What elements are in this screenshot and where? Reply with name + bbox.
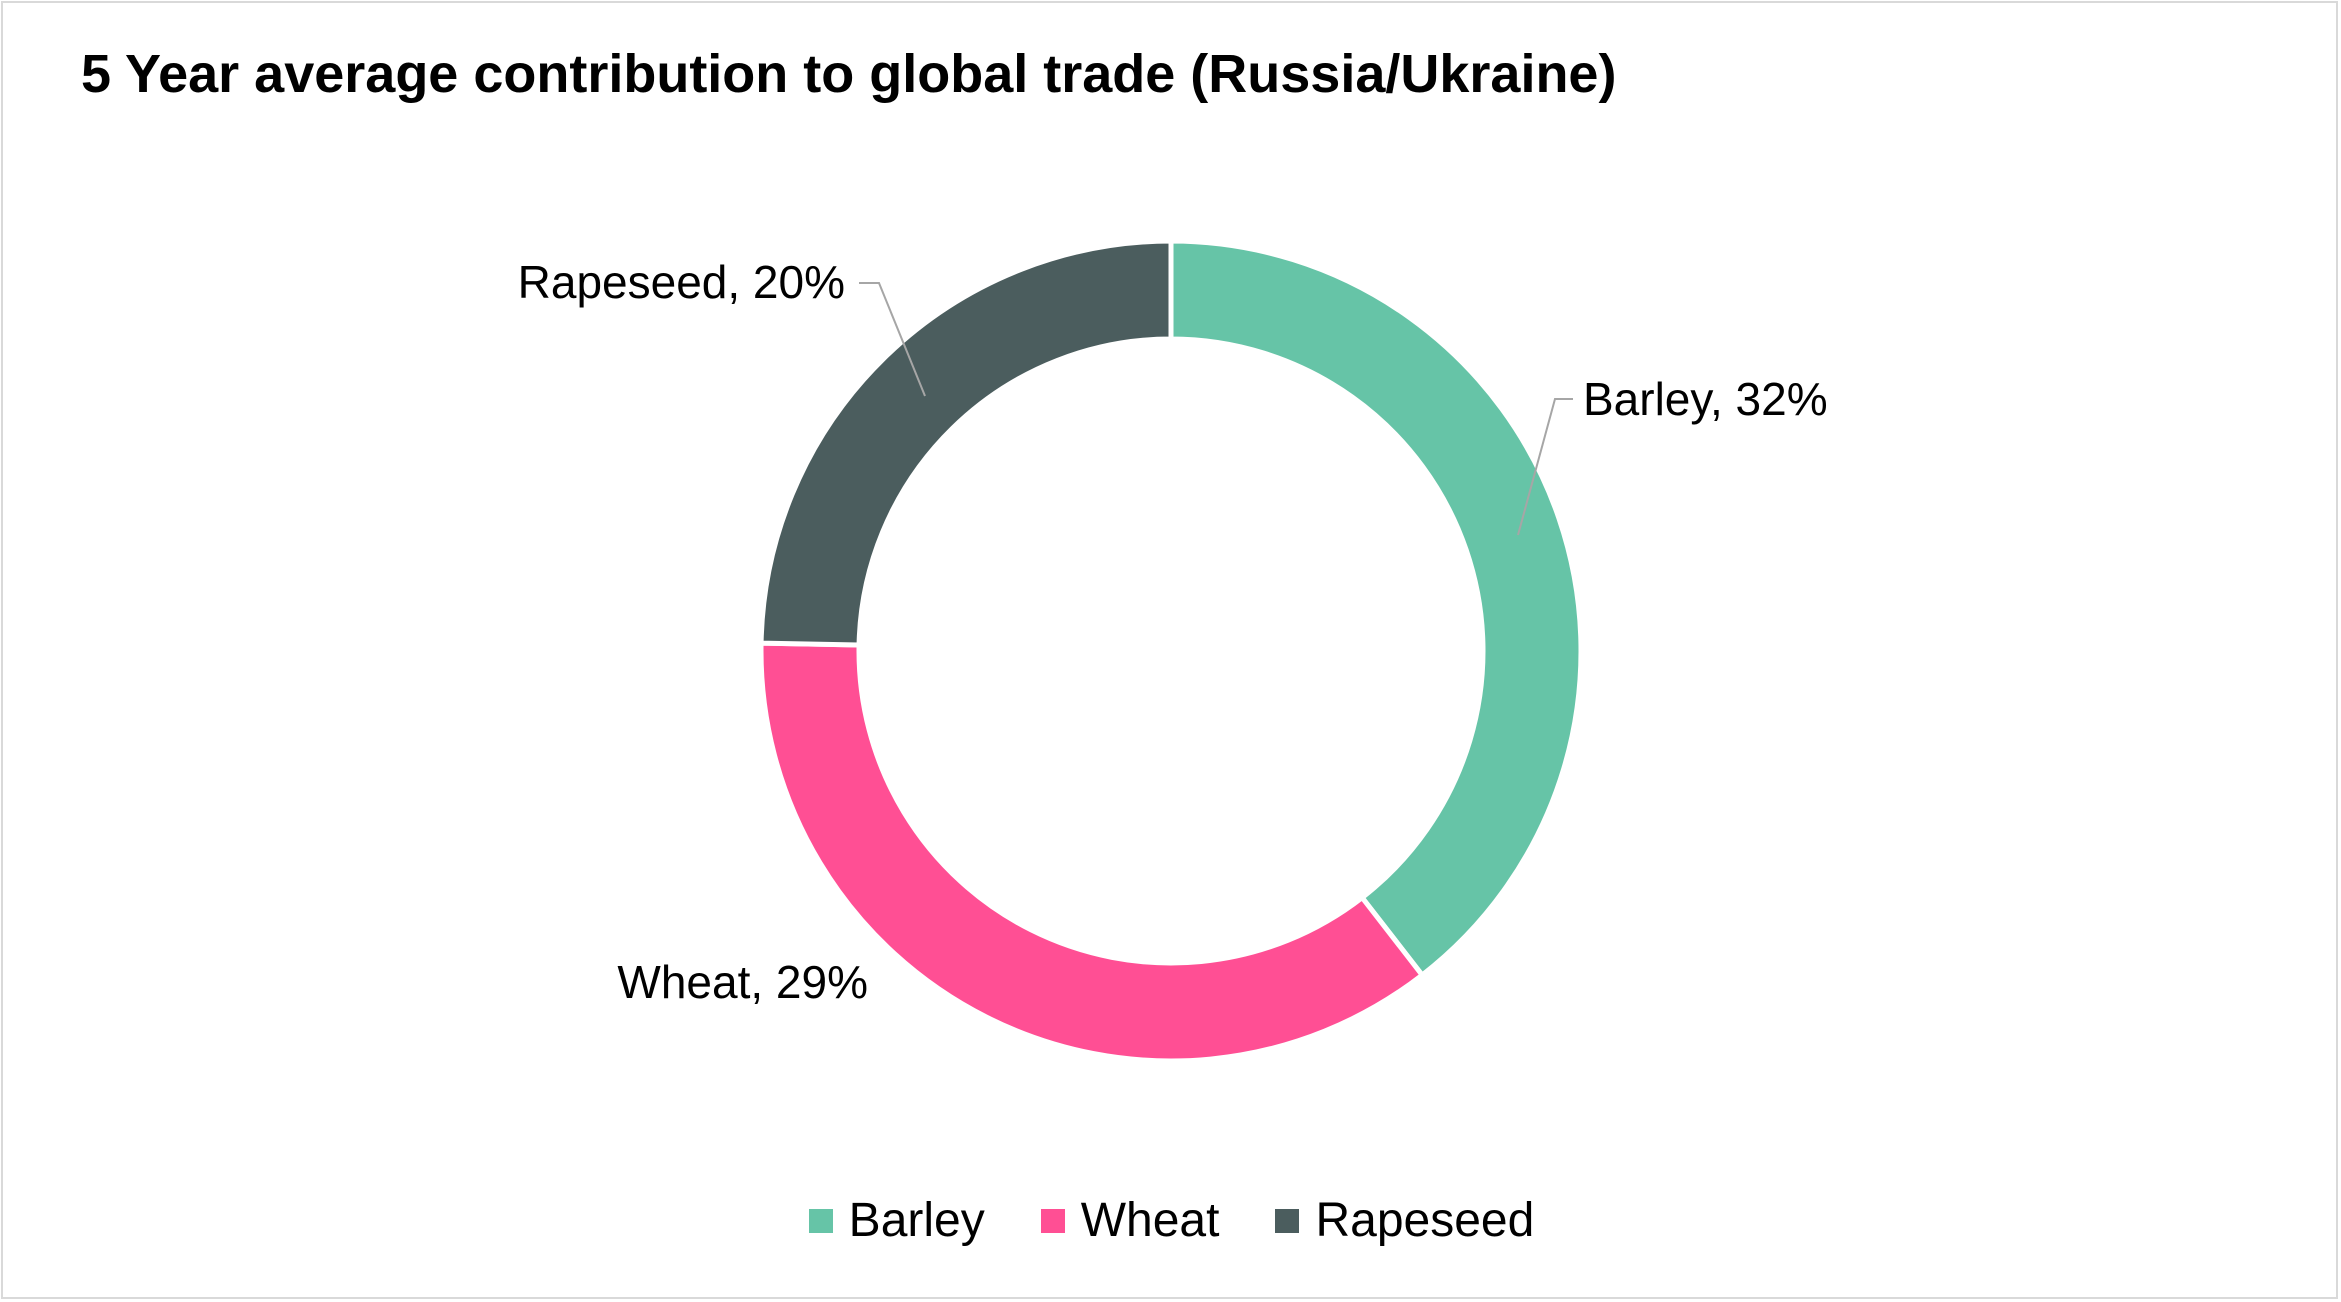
- legend-swatch-rapeseed: [1275, 1208, 1300, 1233]
- legend: Barley Wheat Rapeseed: [3, 1193, 2340, 1248]
- leader-line-rapeseed: [859, 282, 926, 397]
- donut-slices: [758, 238, 1584, 1064]
- chart-title: 5 Year average contribution to global tr…: [81, 44, 1617, 104]
- leader-lines: [859, 282, 1573, 536]
- slice-barley: [1168, 238, 1584, 979]
- data-label-barley: Barley, 32%: [1583, 373, 1828, 425]
- legend-label: Barley: [848, 1194, 985, 1247]
- data-label-rapeseed: Rapeseed, 20%: [518, 256, 845, 308]
- legend-item-wheat: Wheat: [1040, 1193, 1220, 1248]
- leader-line-barley: [1517, 398, 1573, 536]
- slice-wheat: [758, 640, 1426, 1064]
- donut-chart: Barley, 32% Wheat, 29% Rapeseed, 20%: [518, 238, 1828, 1064]
- legend-label: Wheat: [1080, 1194, 1220, 1247]
- legend-item-rapeseed: Rapeseed: [1275, 1193, 1534, 1248]
- data-label-wheat: Wheat, 29%: [617, 956, 868, 1008]
- data-labels: Barley, 32% Wheat, 29% Rapeseed, 20%: [518, 256, 1828, 1008]
- legend-label: Rapeseed: [1315, 1194, 1535, 1247]
- slice-rapeseed: [758, 238, 1174, 648]
- legend-item-barley: Barley: [808, 1193, 985, 1248]
- legend-swatch-barley: [808, 1208, 833, 1233]
- legend-swatch-wheat: [1040, 1208, 1065, 1233]
